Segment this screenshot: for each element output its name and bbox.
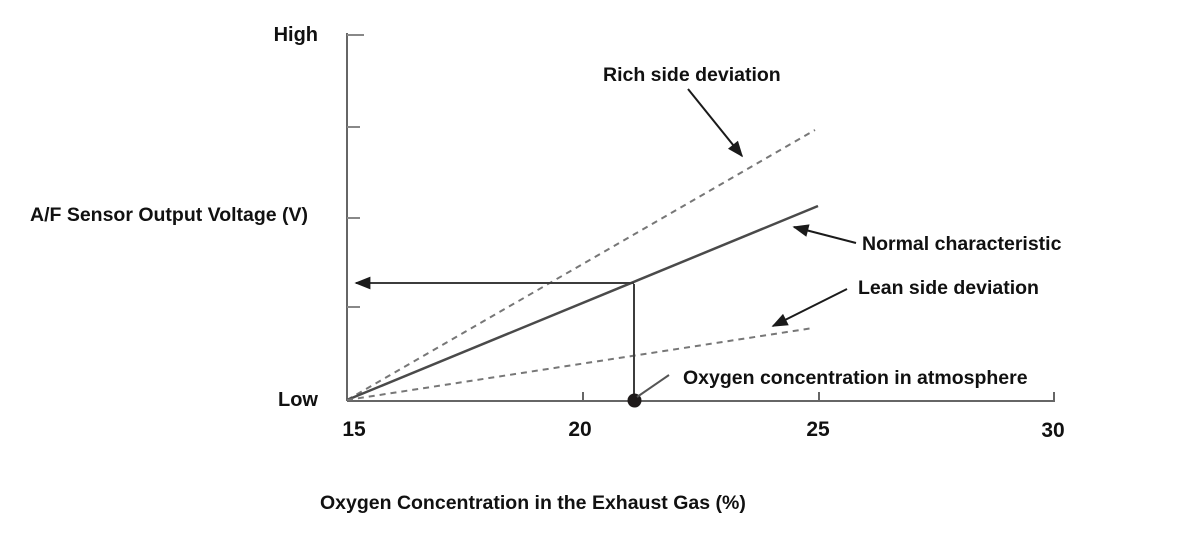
x-axis-title: Oxygen Concentration in the Exhaust Gas …	[320, 492, 746, 514]
normal-annotation-arrow	[792, 224, 857, 244]
y-axis-high-label: High	[274, 24, 318, 46]
normal-characteristic-line	[346, 204, 819, 402]
atmosphere-leader-line	[636, 374, 670, 398]
rich-annotation-arrow	[687, 88, 744, 158]
lean-side-deviation-line	[346, 327, 814, 401]
x-tick-label-15: 15	[342, 418, 366, 441]
x-tick-label-30: 30	[1041, 419, 1064, 442]
x-tick-label-25: 25	[806, 418, 830, 441]
normal-characteristic-label: Normal characteristic	[862, 233, 1062, 255]
rich-side-deviation-line	[346, 129, 816, 401]
x-tick-label-20: 20	[568, 418, 591, 441]
lean-deviation-label: Lean side deviation	[858, 277, 1039, 299]
lean-annotation-arrow	[771, 288, 848, 327]
rich-deviation-label: Rich side deviation	[603, 64, 781, 86]
atmosphere-label: Oxygen concentration in atmosphere	[683, 367, 1028, 389]
y-axis-low-label: Low	[278, 389, 318, 411]
y-axis-title: A/F Sensor Output Voltage (V)	[30, 204, 308, 226]
